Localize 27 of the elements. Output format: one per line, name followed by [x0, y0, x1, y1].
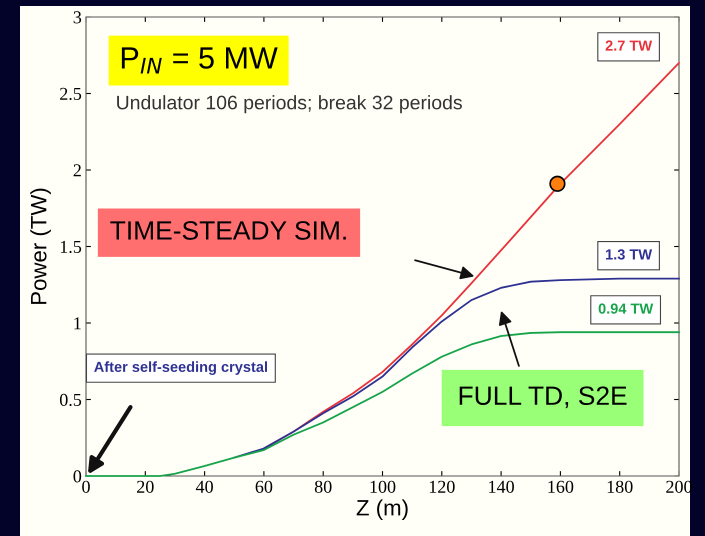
annotation: After self-seeding crystal: [94, 361, 267, 375]
x-tick-label: 20: [137, 480, 154, 493]
y-tick-label: 2.5: [60, 88, 82, 100]
x-tick-label: 0: [82, 480, 90, 493]
y-tick-label: 3: [74, 11, 82, 24]
x-tick-label: 180: [608, 480, 633, 493]
x-tick-label: 40: [196, 480, 213, 493]
x-axis-title: Z (m): [356, 499, 408, 520]
annotation: FULL TD, S2E: [460, 386, 627, 408]
x-tick-label: 80: [314, 480, 332, 493]
annotation: Undulator 106 periods; break 32 periods: [117, 95, 462, 114]
x-tick-label: 120: [430, 480, 455, 493]
y-tick-label: 0: [73, 470, 82, 482]
x-tick-label: 60: [256, 480, 272, 493]
y-tick-label: 2: [74, 164, 81, 176]
annotation: 0.94 TW: [598, 303, 654, 314]
y-axis-title: Power (TW): [30, 188, 51, 304]
annotation: P$_{IN}$ = 5 MW: [122, 47, 278, 74]
annotation: TIME-STEADY SIM.: [110, 221, 346, 240]
x-tick-label: 160: [548, 480, 574, 493]
annotation: 2.7 TW: [606, 40, 652, 51]
y-tick-label: 1: [74, 317, 81, 330]
y-tick-label: 1.5: [60, 240, 82, 254]
y-tick-label: 0.5: [60, 394, 82, 406]
x-tick-label: 100: [370, 480, 396, 493]
annotation: 1.3 TW: [606, 249, 652, 260]
x-tick-label: 140: [489, 480, 514, 493]
